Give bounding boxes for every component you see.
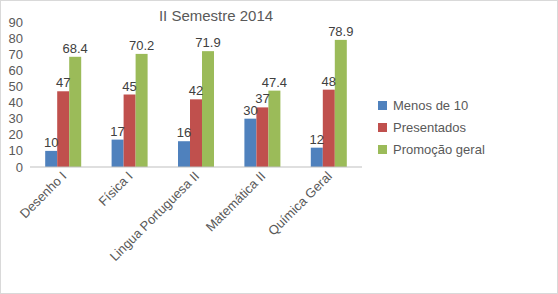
data-label: 12 [310,132,324,147]
x-tick-label: Lingua Portuguesa II [107,169,202,264]
data-label: 78.9 [328,24,353,39]
legend-label: Presentados [393,120,466,135]
bar [112,140,124,167]
data-label: 16 [177,125,191,140]
x-tick-label: Matemática II [203,169,269,235]
tick-mark [27,38,30,39]
legend-label: Menos de 10 [393,98,468,113]
bar [190,99,202,167]
data-label: 47.4 [262,75,287,90]
bar [256,107,268,167]
bar [136,54,148,167]
legend-label: Promoção geral [393,142,485,157]
data-label: 48 [322,74,336,89]
bar [311,148,323,167]
x-tick-label: Química Geral [265,168,335,238]
chart-frame [1,1,558,294]
tick-mark [27,54,30,55]
tick-mark [27,86,30,87]
y-tick-label: 40 [9,95,23,110]
data-label: 42 [189,83,203,98]
bar [57,91,69,167]
tick-mark [27,118,30,119]
y-tick-label: 0 [16,160,23,175]
data-label: 10 [44,135,58,150]
data-label: 47 [56,75,70,90]
data-label: 17 [110,124,124,139]
bar [69,57,81,167]
bar [244,119,256,167]
data-label: 37 [255,91,269,106]
bar [335,40,347,167]
legend-swatch [378,123,387,132]
chart-title: II Semestre 2014 [159,7,273,24]
legend-swatch [378,145,387,154]
data-label: 70.2 [129,38,154,53]
tick-mark [27,70,30,71]
bar [323,90,335,167]
tick-mark [27,134,30,135]
y-tick-label: 70 [9,47,23,62]
chart-container: II Semestre 2014010203040506070809010171… [0,0,558,294]
y-tick-label: 80 [9,31,23,46]
tick-mark [27,22,30,23]
data-label: 45 [122,79,136,94]
data-label: 71.9 [195,35,220,50]
y-tick-label: 10 [9,143,23,158]
y-tick-label: 50 [9,79,23,94]
x-tick-label: Física I [95,169,135,209]
tick-mark [27,102,30,103]
y-tick-label: 30 [9,111,23,126]
x-axis [30,167,362,168]
bar [268,91,280,167]
bar [178,141,190,167]
bars [45,40,347,167]
tick-mark [27,150,30,151]
y-tick-label: 90 [9,15,23,30]
legend-swatch [378,101,387,110]
bar [202,51,214,167]
chart-svg: II Semestre 2014010203040506070809010171… [0,0,558,294]
bar [45,151,57,167]
x-tick-label: Desenho I [17,169,70,222]
y-tick-label: 60 [9,63,23,78]
data-label: 68.4 [63,41,88,56]
bar [124,95,136,168]
y-tick-label: 20 [9,127,23,142]
tick-mark [27,167,30,168]
